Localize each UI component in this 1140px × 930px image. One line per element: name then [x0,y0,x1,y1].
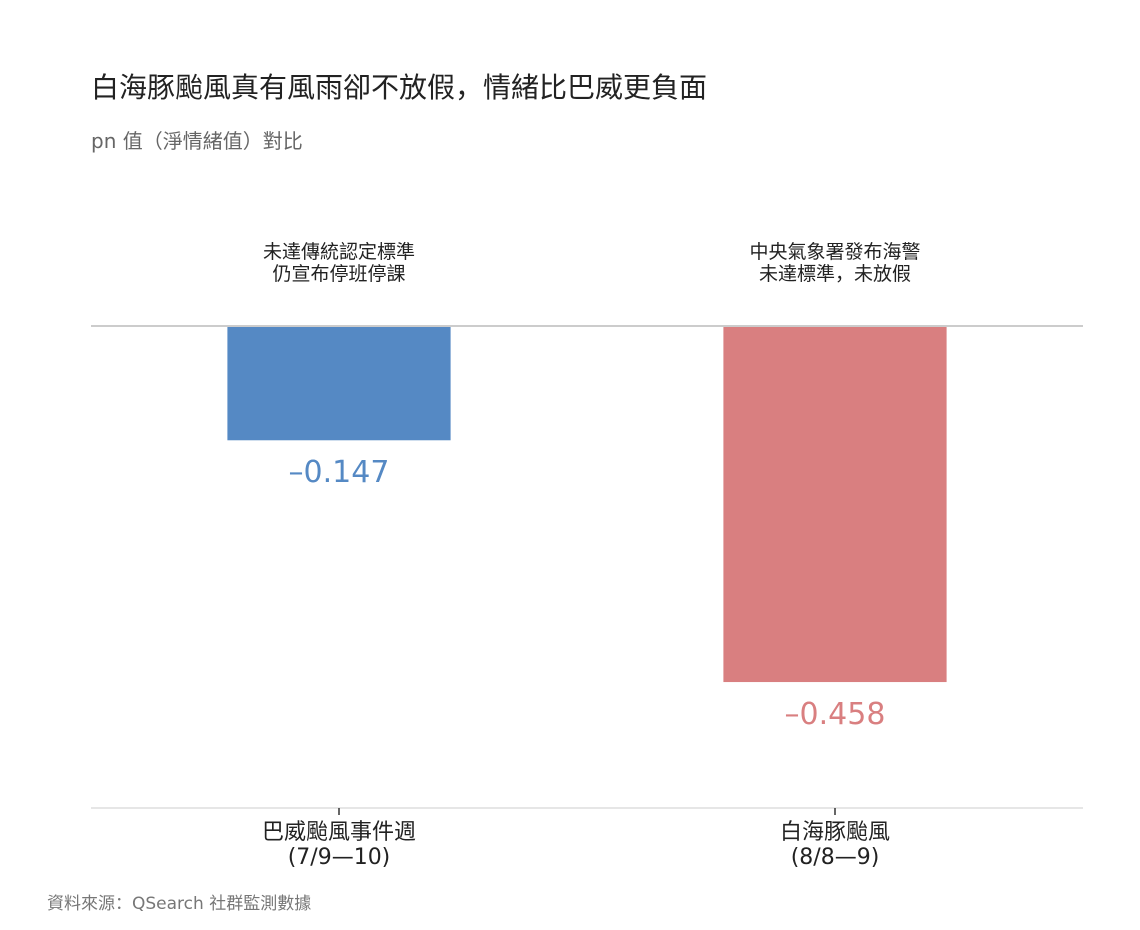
value-label: –0.147 [288,455,390,491]
chart-title: 白海豚颱風真有風雨卻不放假，情緒比巴威更負面 [91,71,708,104]
value-label: –0.458 [784,697,886,733]
bar [227,326,451,441]
annotation: 未達傳統認定標準 仍宣布停班停課 [262,241,415,285]
source-note: 資料來源：QSearch 社群監測數據 [47,894,312,914]
x-tick-label: 巴威颱風事件週 (7/9—10) [261,820,416,871]
chart-subtitle: pn 值（淨情緒值）對比 [91,129,303,153]
annotation: 中央氣象署發布海警 未達標準，未放假 [749,241,921,285]
x-tick-label: 白海豚颱風 (8/8—9) [779,820,890,871]
bar [723,326,947,683]
